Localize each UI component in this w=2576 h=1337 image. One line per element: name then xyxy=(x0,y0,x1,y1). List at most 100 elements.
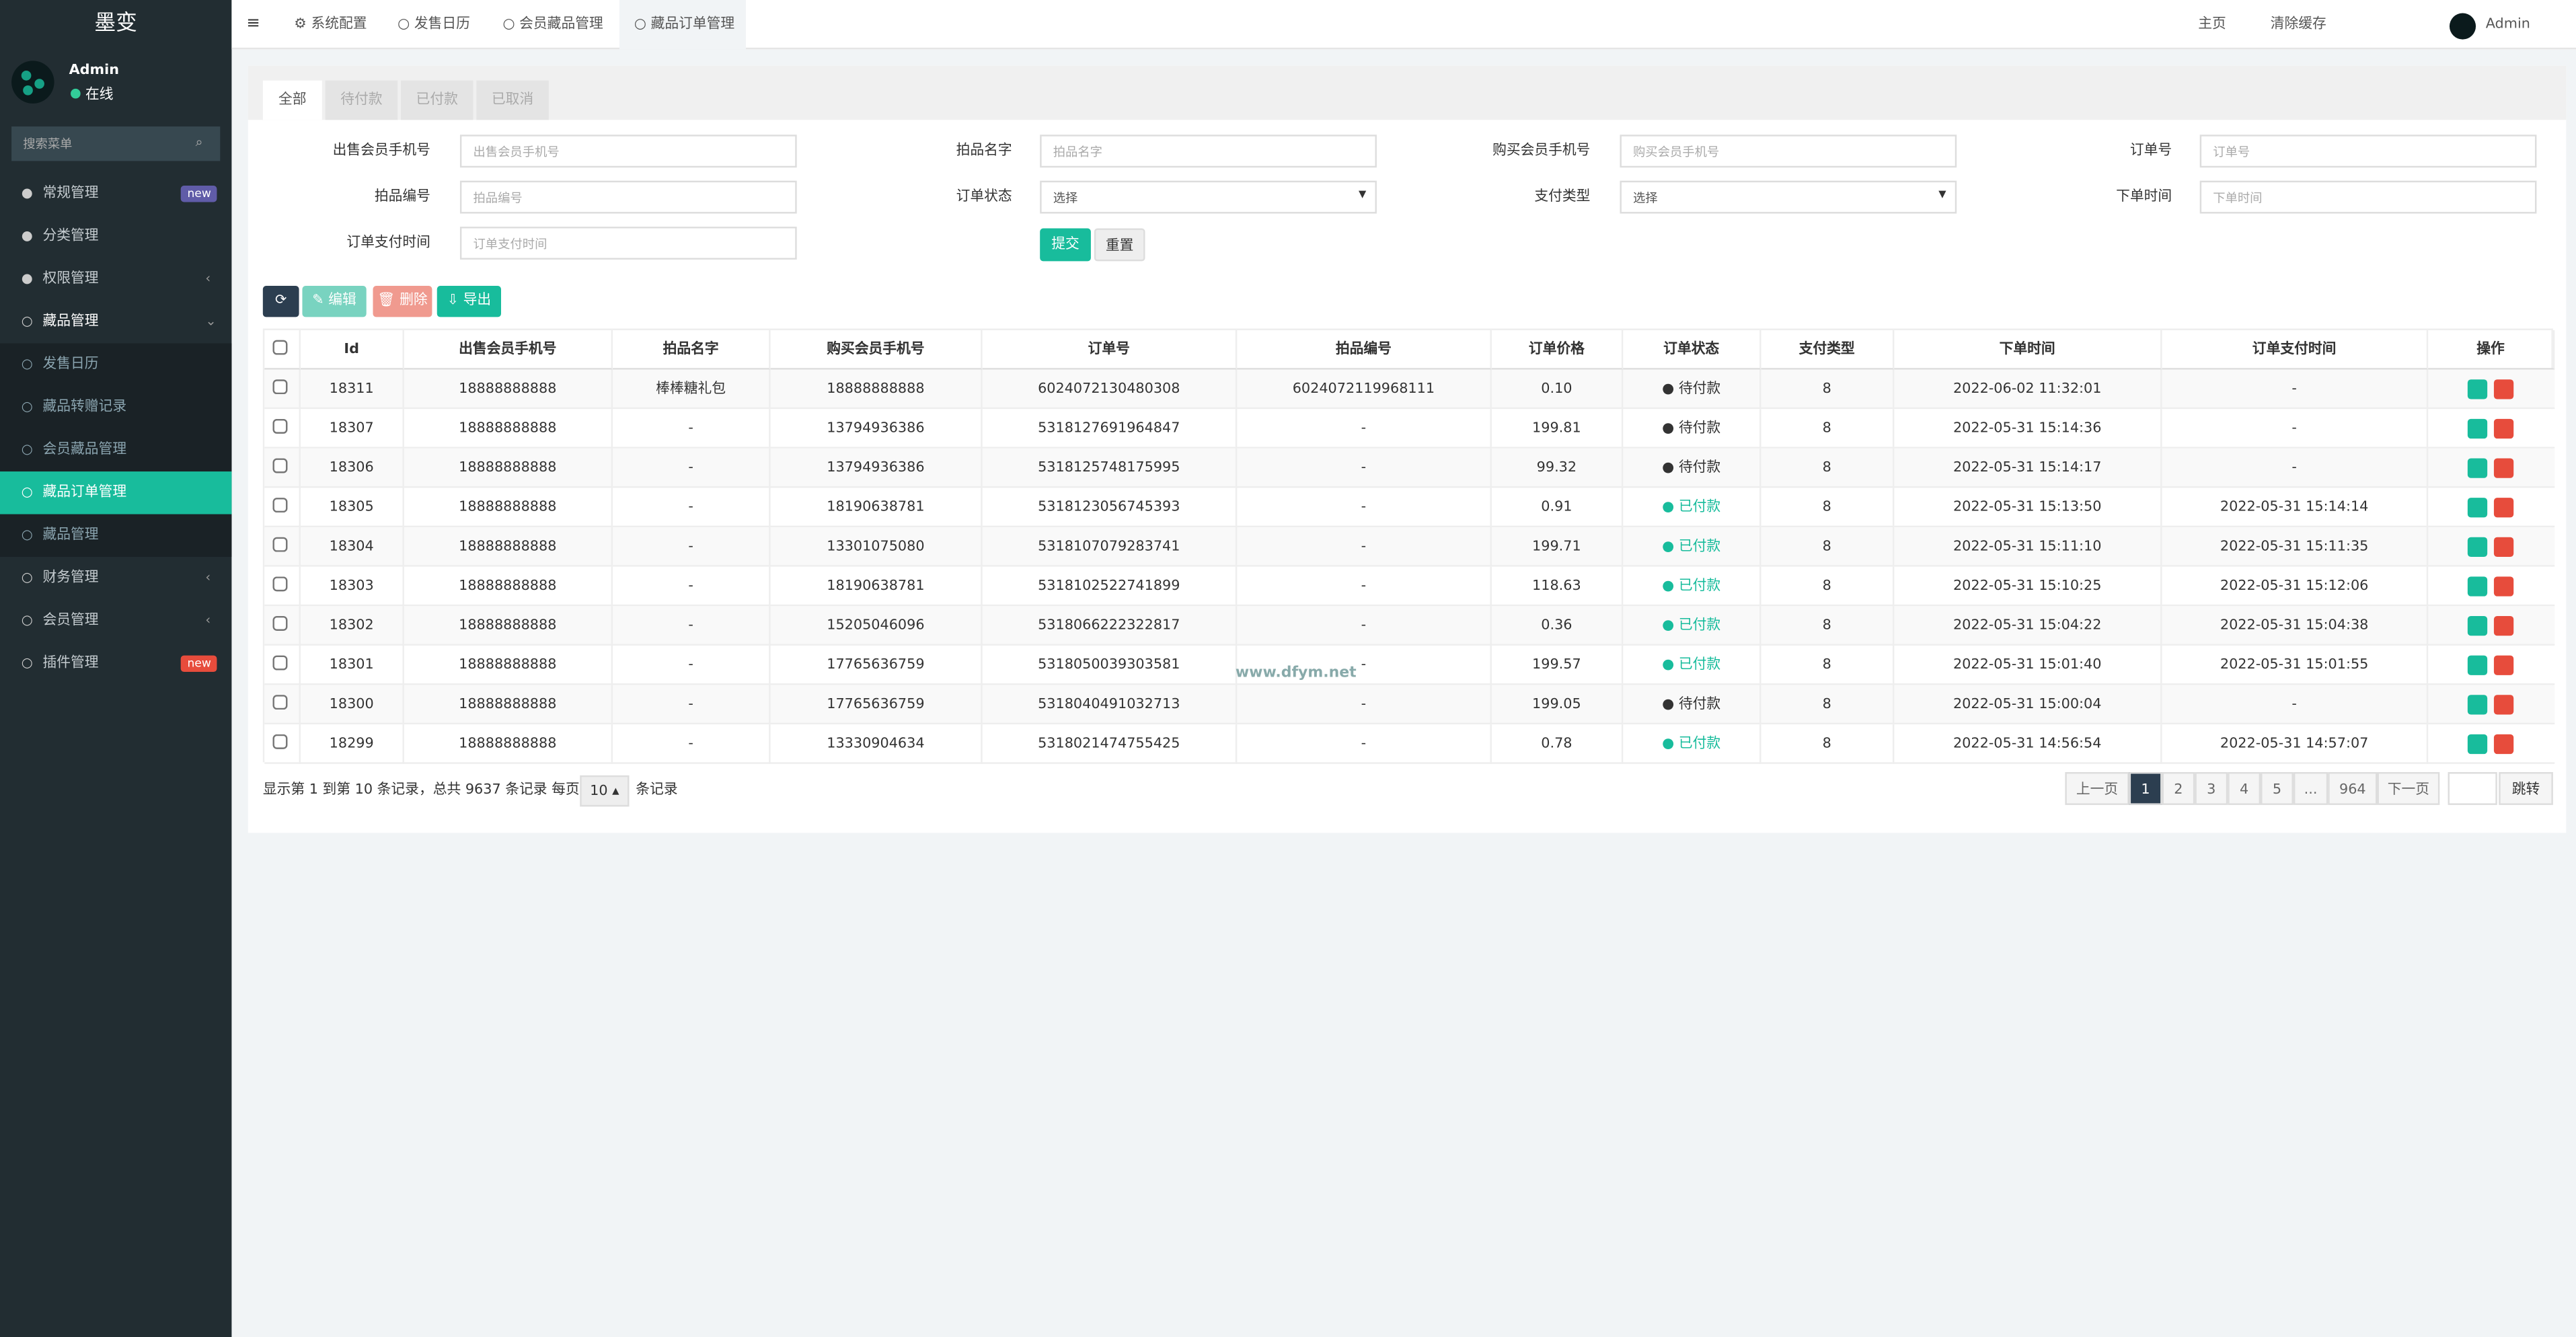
filter-input[interactable] xyxy=(1620,135,1957,168)
submenu-item[interactable]: 会员藏品管理 xyxy=(42,442,127,459)
top-link[interactable]: Admin xyxy=(2485,16,2530,33)
row-delete[interactable] xyxy=(2493,418,2514,439)
menu-item[interactable]: 财务管理 xyxy=(42,570,99,587)
row-edit[interactable] xyxy=(2467,615,2488,636)
submenu-item[interactable]: 发售日历 xyxy=(42,356,99,373)
row-delete[interactable] xyxy=(2493,615,2514,636)
page-link[interactable]: 964 xyxy=(2328,772,2378,805)
row-delete[interactable] xyxy=(2493,537,2514,558)
row-delete[interactable] xyxy=(2493,379,2514,399)
checkbox[interactable] xyxy=(272,498,288,513)
filter-label: 订单支付时间 xyxy=(346,235,430,252)
row-edit[interactable] xyxy=(2467,537,2488,558)
top-tab[interactable]: ○ 发售日历 xyxy=(397,16,470,33)
checkbox[interactable] xyxy=(272,379,288,395)
toolbar-button[interactable]: 🗑 删除 xyxy=(373,286,432,317)
row-delete[interactable] xyxy=(2493,655,2514,675)
table-cell: 8 xyxy=(1761,566,1895,607)
menu-item[interactable]: 分类管理 xyxy=(42,228,99,245)
table-cell: 2022-05-31 15:00:04 xyxy=(1894,685,2162,725)
menu-toggle[interactable]: ≡ xyxy=(246,14,260,33)
status-tab[interactable]: 全部 xyxy=(262,80,322,120)
submenu-item[interactable]: 藏品管理 xyxy=(42,527,99,544)
toolbar-button[interactable]: ✎ 编辑 xyxy=(302,286,367,317)
toolbar-button[interactable]: ⇩ 导出 xyxy=(437,286,502,317)
row-edit[interactable] xyxy=(2467,498,2488,518)
row-edit[interactable] xyxy=(2467,734,2488,755)
checkbox[interactable] xyxy=(272,418,288,434)
top-tab[interactable]: ○ 会员藏品管理 xyxy=(502,16,603,33)
page-link[interactable]: 2 xyxy=(2162,772,2195,805)
row-edit[interactable] xyxy=(2467,458,2488,478)
filter-input[interactable] xyxy=(1620,180,1957,214)
filter-input[interactable] xyxy=(1040,135,1377,168)
page-link[interactable]: ... xyxy=(2293,772,2328,805)
top-link[interactable]: 清除缓存 xyxy=(2270,16,2326,33)
page-size[interactable]: 10 ▴ xyxy=(580,775,630,807)
checkbox[interactable] xyxy=(272,695,288,710)
jump-input[interactable] xyxy=(2448,772,2497,805)
btn-submit[interactable]: 提交 xyxy=(1040,228,1091,262)
table-cell: ● 待付款 xyxy=(1623,685,1761,725)
menu-item[interactable]: 常规管理 xyxy=(42,186,99,202)
filter-input[interactable] xyxy=(459,180,797,214)
row-delete[interactable] xyxy=(2493,576,2514,597)
table-cell: - xyxy=(1237,645,1492,685)
page-link[interactable]: 3 xyxy=(2195,772,2228,805)
page-link[interactable]: 4 xyxy=(2228,772,2261,805)
table-cell: ● 待付款 xyxy=(1623,448,1761,488)
filter-input[interactable] xyxy=(2199,180,2537,214)
filter-input[interactable] xyxy=(459,135,797,168)
checkbox[interactable] xyxy=(272,537,288,552)
checkbox[interactable] xyxy=(272,655,288,671)
status-tab[interactable]: 待付款 xyxy=(325,80,398,120)
submenu-item[interactable]: 藏品订单管理 xyxy=(42,484,127,502)
filter-input[interactable] xyxy=(1040,180,1377,214)
page-link[interactable]: 5 xyxy=(2261,772,2294,805)
table-row xyxy=(264,409,2555,449)
row-edit[interactable] xyxy=(2467,695,2488,715)
menu-item[interactable]: 藏品管理 xyxy=(42,313,99,330)
btn-refresh[interactable]: ⟳ xyxy=(262,286,299,317)
status-tab[interactable]: 已取消 xyxy=(476,80,549,120)
top-tab[interactable]: ○ 藏品订单管理 xyxy=(634,16,735,33)
page-link[interactable]: 下一页 xyxy=(2377,772,2440,805)
top-tab[interactable]: ⚙ 系统配置 xyxy=(294,16,367,33)
menu-item[interactable]: 插件管理 xyxy=(42,655,99,673)
row-edit[interactable] xyxy=(2467,379,2488,399)
submenu xyxy=(0,343,232,558)
menu-item[interactable]: 会员管理 xyxy=(42,613,99,629)
row-edit[interactable] xyxy=(2467,655,2488,675)
row-delete[interactable] xyxy=(2493,695,2514,715)
table-cell: 2022-05-31 15:11:35 xyxy=(2162,527,2429,567)
jump-button[interactable]: 跳转 xyxy=(2499,772,2553,805)
row-delete[interactable] xyxy=(2493,734,2514,755)
checkbox[interactable] xyxy=(272,576,288,592)
row-edit[interactable] xyxy=(2467,576,2488,597)
row-edit[interactable] xyxy=(2467,418,2488,439)
checkbox[interactable] xyxy=(272,615,288,631)
table-cell: - xyxy=(1237,409,1492,449)
status-tab[interactable]: 已付款 xyxy=(401,80,473,120)
page-link[interactable]: 1 xyxy=(2129,772,2162,805)
filter-input[interactable] xyxy=(459,227,797,260)
row-delete[interactable] xyxy=(2493,458,2514,478)
table-cell: - xyxy=(1237,488,1492,528)
btn-reset[interactable]: 重置 xyxy=(1094,228,1145,262)
table-cell: - xyxy=(1237,448,1492,488)
menu-search[interactable] xyxy=(11,126,221,161)
checkbox[interactable] xyxy=(272,340,288,355)
checkbox[interactable] xyxy=(272,458,288,473)
top-link[interactable]: 主页 xyxy=(2198,16,2226,33)
table-cell: - xyxy=(613,448,771,488)
menu-item[interactable]: 权限管理 xyxy=(42,271,99,288)
submenu-icon: ○ xyxy=(21,356,33,372)
table-header: 订单状态 xyxy=(1623,330,1761,370)
row-delete[interactable] xyxy=(2493,498,2514,518)
page-link[interactable]: 上一页 xyxy=(2065,772,2129,805)
table-header: 出售会员手机号 xyxy=(404,330,613,370)
submenu-item[interactable]: 藏品转赠记录 xyxy=(42,399,127,416)
table-cell: 118.63 xyxy=(1492,566,1624,607)
checkbox[interactable] xyxy=(272,734,288,749)
filter-input[interactable] xyxy=(2199,135,2537,168)
